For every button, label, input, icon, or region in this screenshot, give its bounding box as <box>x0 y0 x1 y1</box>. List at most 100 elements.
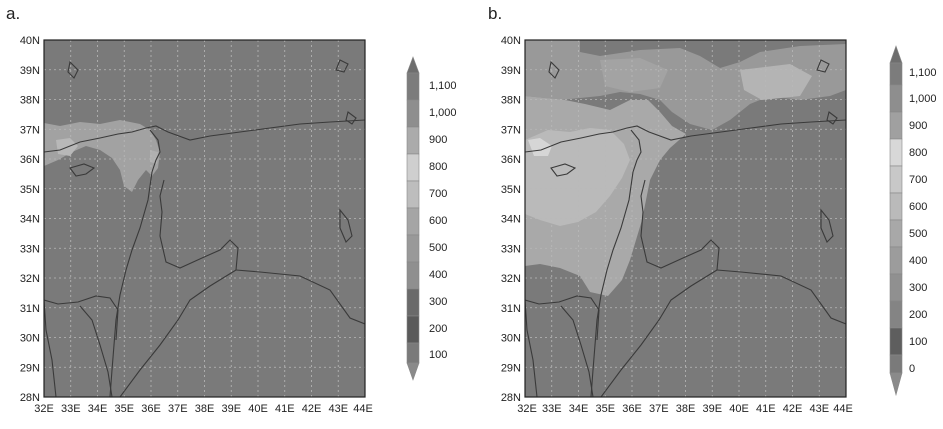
map-b-field-hotspot <box>528 138 552 156</box>
colorbar-b <box>889 45 903 397</box>
lon-tick: 41E <box>275 403 295 415</box>
lat-tick: 39N <box>20 65 40 77</box>
lon-tick: 44E <box>353 403 373 415</box>
colorbar-tick: 100 <box>909 336 927 348</box>
lat-tick: 31N <box>20 303 40 315</box>
colorbar-tick: 900 <box>909 120 927 132</box>
colorbar-tick: 1,100 <box>429 80 457 92</box>
lon-tick: 37E <box>649 403 669 415</box>
colorbar-tick: 400 <box>429 269 447 281</box>
colorbar-tick: 300 <box>909 282 927 294</box>
lat-tick: 33N <box>501 243 521 255</box>
map-a-borders <box>44 59 365 397</box>
colorbar-b-bottom-arrow <box>889 372 903 397</box>
lat-tick: 37N <box>501 124 521 136</box>
lat-tick: 30N <box>501 333 521 345</box>
lon-tick: 42E <box>302 403 322 415</box>
colorbar-tick: 700 <box>909 174 927 186</box>
map-b-borders <box>525 59 846 397</box>
map-a-frame <box>43 39 366 398</box>
colorbar-tick: 200 <box>429 323 447 335</box>
lat-tick: 39N <box>501 65 521 77</box>
lat-tick: 29N <box>501 362 521 374</box>
lat-tick: 35N <box>501 184 521 196</box>
colorbar-tick: 800 <box>909 147 927 159</box>
colorbar-tick: 200 <box>909 309 927 321</box>
lon-tick: 36E <box>141 403 161 415</box>
lon-tick: 39E <box>221 403 241 415</box>
colorbar-tick: 1,000 <box>909 93 937 105</box>
map-a-lon-axis: 32E 33E 34E 35E 36E 37E 38E 39E 40E 41E … <box>34 403 373 415</box>
lat-tick: 30N <box>20 333 40 345</box>
lon-tick: 33E <box>61 403 81 415</box>
lat-tick: 32N <box>501 273 521 285</box>
lat-tick: 28N <box>20 392 40 404</box>
lon-tick: 37E <box>168 403 188 415</box>
map-b-lat-axis: 40N 39N 38N 37N 36N 35N 34N 33N 32N 31N … <box>501 35 521 404</box>
colorbar-tick: 500 <box>909 228 927 240</box>
lon-tick: 34E <box>569 403 589 415</box>
lon-tick: 34E <box>88 403 108 415</box>
colorbar-a-top-arrow <box>406 56 420 74</box>
colorbar-tick: 600 <box>429 215 447 227</box>
lon-tick: 43E <box>809 403 829 415</box>
map-b-field-lighter-1 <box>525 128 630 226</box>
lat-tick: 38N <box>20 95 40 107</box>
lon-tick: 44E <box>833 403 853 415</box>
map-panel-a <box>43 39 366 398</box>
colorbar-tick: 100 <box>429 349 447 361</box>
lon-tick: 41E <box>756 403 776 415</box>
colorbar-tick: 700 <box>429 188 447 200</box>
colorbar-tick: 600 <box>909 201 927 213</box>
lon-tick: 43E <box>328 403 348 415</box>
lat-tick: 28N <box>501 392 521 404</box>
lon-tick: 36E <box>622 403 642 415</box>
lat-tick: 29N <box>20 362 40 374</box>
lat-tick: 36N <box>501 154 521 166</box>
lat-tick: 33N <box>20 243 40 255</box>
colorbar-tick: 1,000 <box>429 107 457 119</box>
lon-tick: 32E <box>517 403 537 415</box>
map-b-frame <box>524 39 847 398</box>
map-b-field-lighter-3 <box>740 64 812 100</box>
lat-tick: 36N <box>20 154 40 166</box>
lat-tick: 32N <box>20 273 40 285</box>
lon-tick: 42E <box>783 403 803 415</box>
map-b-field-lighter-2 <box>600 58 668 92</box>
map-a-lat-axis: 40N 39N 38N 37N 36N 35N 34N 33N 32N 31N … <box>20 35 40 404</box>
map-a-field-light <box>44 120 160 192</box>
lon-tick: 38E <box>195 403 215 415</box>
colorbar-tick: 400 <box>909 255 927 267</box>
panel-a-label: a. <box>6 4 21 23</box>
lon-tick: 40E <box>729 403 749 415</box>
lon-tick: 38E <box>676 403 696 415</box>
colorbar-tick: 1,100 <box>909 67 937 79</box>
lat-tick: 31N <box>501 303 521 315</box>
lon-tick: 39E <box>702 403 722 415</box>
lon-tick: 35E <box>595 403 615 415</box>
colorbar-tick: 800 <box>429 161 447 173</box>
lon-tick: 35E <box>114 403 134 415</box>
colorbar-tick: 900 <box>429 134 447 146</box>
colorbar-tick: 0 <box>909 363 915 375</box>
map-b-lon-axis: 32E 33E 34E 35E 36E 37E 38E 39E 40E 41E … <box>517 403 853 415</box>
lon-tick: 33E <box>542 403 562 415</box>
lat-tick: 34N <box>20 214 40 226</box>
colorbar-a-ticks: 1,100 1,000 900 800 700 600 500 400 300 … <box>429 80 457 361</box>
map-panel-b <box>524 39 847 398</box>
lat-tick: 37N <box>20 124 40 136</box>
colorbar-a <box>406 56 420 381</box>
map-b-gridlines <box>525 40 846 397</box>
lat-tick: 34N <box>501 214 521 226</box>
lat-tick: 40N <box>501 35 521 47</box>
map-a-gridlines <box>44 40 365 397</box>
lat-tick: 38N <box>501 95 521 107</box>
lon-tick: 32E <box>34 403 54 415</box>
colorbar-tick: 500 <box>429 242 447 254</box>
colorbar-tick: 300 <box>429 296 447 308</box>
lat-tick: 40N <box>20 35 40 47</box>
lat-tick: 35N <box>20 184 40 196</box>
panel-b-label: b. <box>488 4 503 23</box>
colorbar-b-top-arrow <box>889 45 903 64</box>
